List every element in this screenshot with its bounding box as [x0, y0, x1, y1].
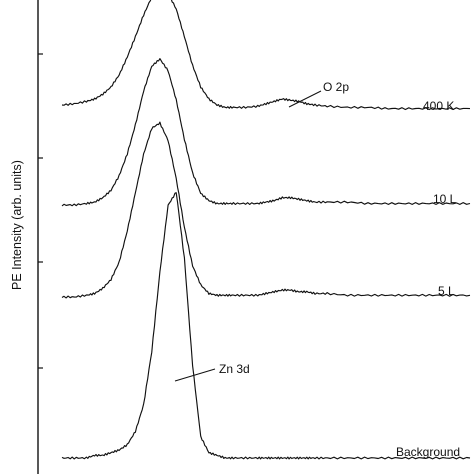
curve-labels: 400 K 10 L 5 L Background [396, 99, 460, 459]
series-label-5l: 5 L [438, 284, 455, 298]
annotation-o2p: O 2p [323, 80, 349, 94]
y-axis-label: PE Intensity (arb. units) [10, 160, 24, 290]
spectrum-line-background [61, 192, 471, 460]
series-label-10l: 10 L [433, 192, 457, 206]
spectrum-line-400k [61, 0, 471, 111]
y-axis [37, 0, 43, 474]
zn3d-leader-line [174, 368, 216, 382]
series-label-400k: 400 K [423, 99, 454, 113]
spectrum-line-5l [61, 121, 471, 299]
annotations: O 2p Zn 3d [174, 80, 349, 382]
series-label-background: Background [396, 445, 460, 459]
spectra-series [61, 0, 471, 460]
annotation-zn3d: Zn 3d [219, 362, 250, 376]
o2p-leader-line [288, 90, 322, 108]
spectrum-line-10l [61, 58, 471, 207]
